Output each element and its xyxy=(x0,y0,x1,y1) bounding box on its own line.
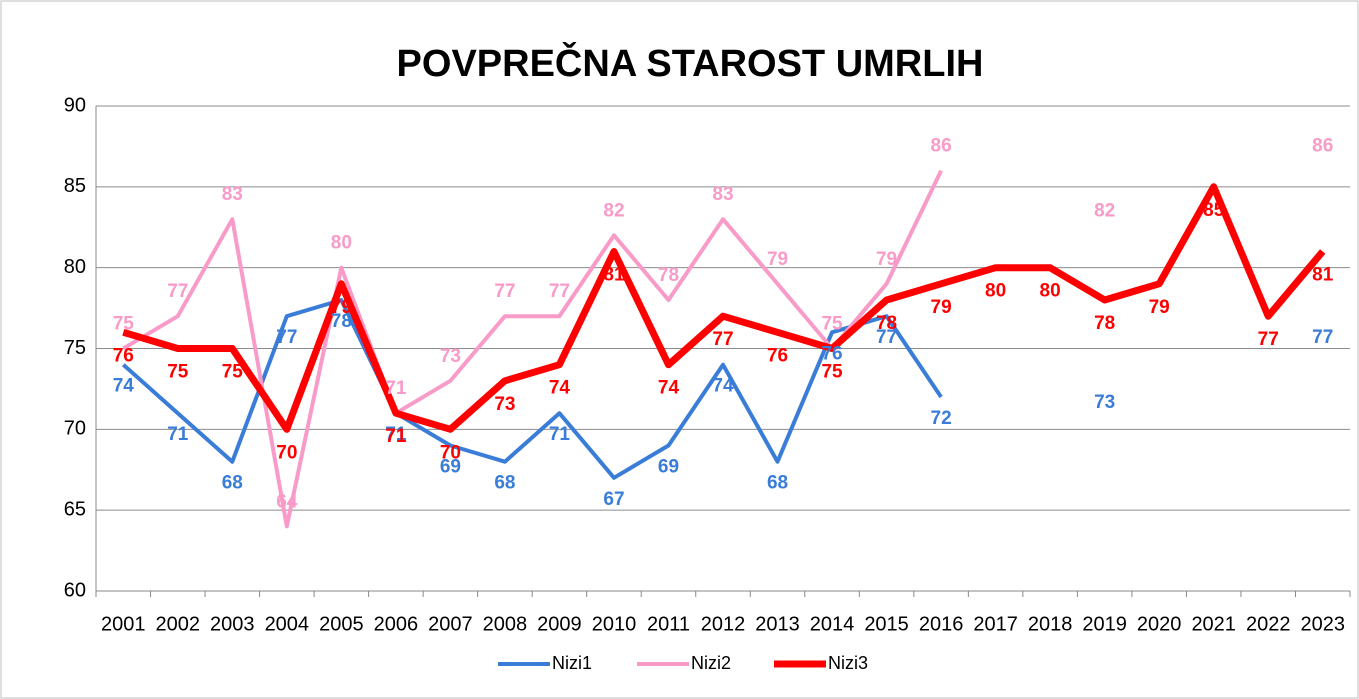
data-label: 75 xyxy=(821,362,843,383)
legend-label: Nizi1 xyxy=(552,653,592,673)
y-tick-label: 65 xyxy=(64,498,86,520)
data-label: 68 xyxy=(494,473,515,494)
data-label: 77 xyxy=(1258,329,1279,350)
data-label: 71 xyxy=(549,424,571,445)
y-tick-label: 80 xyxy=(64,256,86,278)
data-label: 79 xyxy=(931,297,952,318)
data-label: 79 xyxy=(1149,297,1170,318)
data-label: 72 xyxy=(931,408,952,429)
data-label: 79 xyxy=(876,249,897,270)
legend-label: Nizi3 xyxy=(828,653,868,673)
x-tick-label: 2016 xyxy=(919,613,964,635)
data-label: 80 xyxy=(985,281,1006,302)
data-label: 71 xyxy=(385,424,407,445)
data-label: 71 xyxy=(385,378,407,399)
data-label: 86 xyxy=(931,136,952,157)
x-tick-label: 2005 xyxy=(319,613,364,635)
x-tick-label: 2001 xyxy=(101,613,146,635)
y-tick-label: 85 xyxy=(64,175,86,197)
x-tick-label: 2011 xyxy=(647,613,690,635)
data-label: 77 xyxy=(549,281,570,302)
data-label: 68 xyxy=(767,473,788,494)
x-tick-label: 2018 xyxy=(1028,613,1073,635)
data-label: 83 xyxy=(712,184,733,205)
data-label: 75 xyxy=(167,362,189,383)
data-label: 77 xyxy=(1312,327,1333,348)
x-tick-label: 2006 xyxy=(374,613,419,635)
y-tick-label: 60 xyxy=(64,579,86,601)
legend-label: Nizi2 xyxy=(691,653,731,673)
data-label: 71 xyxy=(167,424,189,445)
series-line xyxy=(122,183,1326,433)
x-tick-label: 2015 xyxy=(864,613,909,635)
data-label: 86 xyxy=(1312,136,1333,157)
x-tick-label: 2023 xyxy=(1300,613,1345,635)
data-label: 74 xyxy=(658,378,680,399)
data-label: 85 xyxy=(1203,200,1225,221)
x-tick-label: 2008 xyxy=(483,613,528,635)
data-label: 76 xyxy=(821,343,842,364)
x-tick-label: 2022 xyxy=(1246,613,1291,635)
x-tick-label: 2002 xyxy=(156,613,201,635)
data-label: 82 xyxy=(603,200,624,221)
x-tick-label: 2003 xyxy=(210,613,255,635)
data-label: 75 xyxy=(821,314,843,335)
data-label: 82 xyxy=(1094,200,1115,221)
chart-title: POVPREČNA STAROST UMRLIH xyxy=(397,40,984,85)
data-label: 69 xyxy=(440,457,461,478)
x-tick-label: 2019 xyxy=(1082,613,1127,635)
data-label: 78 xyxy=(658,265,679,286)
data-label: 78 xyxy=(876,313,897,334)
data-label: 77 xyxy=(494,281,515,302)
data-label: 80 xyxy=(331,233,352,254)
x-tick-label: 2013 xyxy=(755,613,800,635)
data-label: 71 xyxy=(385,426,407,447)
x-tick-label: 2004 xyxy=(265,613,310,635)
data-label: 70 xyxy=(440,442,461,463)
data-label: 64 xyxy=(276,491,298,512)
data-label: 73 xyxy=(440,346,461,367)
y-tick-label: 70 xyxy=(64,418,86,440)
data-label: 79 xyxy=(331,297,352,318)
data-label: 76 xyxy=(113,345,134,366)
data-label: 74 xyxy=(113,376,135,397)
data-label: 74 xyxy=(549,378,571,399)
data-label: 78 xyxy=(1094,313,1115,334)
x-tick-label: 2014 xyxy=(810,613,855,635)
data-label: 74 xyxy=(712,376,734,397)
x-tick-label: 2020 xyxy=(1137,613,1182,635)
data-label: 75 xyxy=(113,314,135,335)
data-label: 79 xyxy=(767,249,788,270)
y-tick-label: 90 xyxy=(64,94,86,116)
data-label: 67 xyxy=(603,489,624,510)
data-label: 76 xyxy=(767,345,788,366)
data-label: 81 xyxy=(603,265,625,286)
x-tick-label: 2009 xyxy=(537,613,582,635)
data-label: 68 xyxy=(222,473,243,494)
data-label: 70 xyxy=(276,442,297,463)
data-label: 83 xyxy=(222,184,243,205)
x-tick-label: 2012 xyxy=(701,613,746,635)
y-tick-label: 75 xyxy=(64,337,86,359)
data-label: 77 xyxy=(167,281,188,302)
data-label: 73 xyxy=(1094,392,1115,413)
data-label: 69 xyxy=(658,457,679,478)
x-tick-label: 2010 xyxy=(592,613,637,635)
data-label: 75 xyxy=(222,362,244,383)
x-tick-label: 2017 xyxy=(973,613,1018,635)
data-label: 80 xyxy=(1040,281,1061,302)
data-label: 77 xyxy=(712,329,733,350)
x-tick-label: 2021 xyxy=(1191,613,1236,635)
data-label: 73 xyxy=(494,394,515,415)
data-label: 81 xyxy=(1312,265,1334,286)
data-label: 77 xyxy=(876,327,897,348)
data-label: 78 xyxy=(331,311,352,332)
x-tick-label: 2007 xyxy=(428,613,473,635)
data-label: 77 xyxy=(276,327,297,348)
